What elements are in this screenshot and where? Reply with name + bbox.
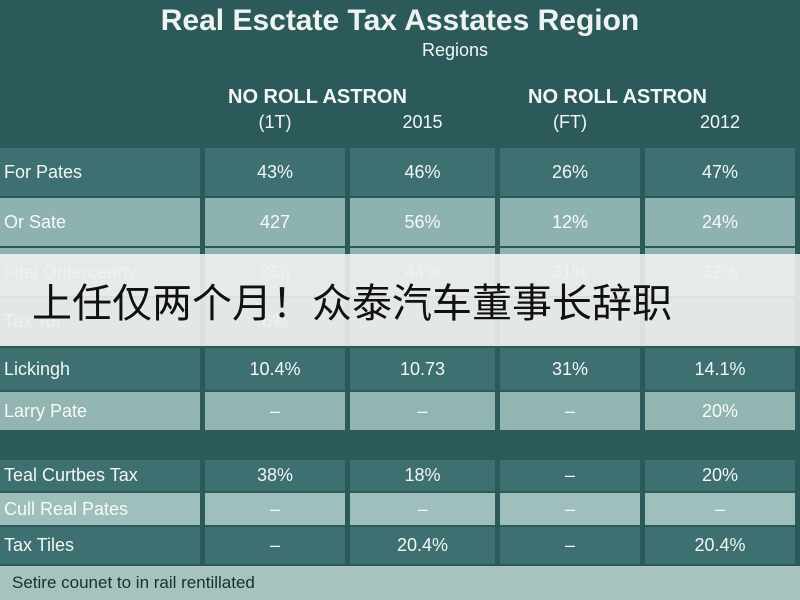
table-cell: 26% <box>500 148 640 196</box>
table-cell: 43% <box>205 148 345 196</box>
column-header: (1T) <box>258 112 292 132</box>
table-cell: 12% <box>500 198 640 246</box>
row-label: Or Sate <box>0 198 200 246</box>
table-cell: 38% <box>205 460 345 491</box>
table-cell: 18% <box>350 460 495 491</box>
row-label: For Pates <box>0 148 200 196</box>
table-cell: – <box>500 527 640 564</box>
table-cell: 56% <box>350 198 495 246</box>
table-cell: 46% <box>350 148 495 196</box>
subtitle: Regions <box>421 40 489 60</box>
row-label: Teal Curtbes Tax <box>0 460 200 491</box>
table-cell: 20% <box>645 460 795 491</box>
row-label: Cull Real Pates <box>0 493 200 525</box>
group-header: NO ROLL ASTRON <box>228 86 407 108</box>
table-cell: – <box>350 493 495 525</box>
table-cell: – <box>205 392 345 430</box>
table-cell: – <box>205 527 345 564</box>
table-cell: 20.4% <box>350 527 495 564</box>
table-cell: – <box>500 460 640 491</box>
table-cell: 47% <box>645 148 795 196</box>
row-label: Lickingh <box>0 348 200 390</box>
column-header: 2012 <box>699 112 741 132</box>
title: Real Esctate Tax Asstates Region <box>160 4 640 37</box>
table-cell: 20.4% <box>645 527 795 564</box>
table-cell: 31% <box>500 348 640 390</box>
table-cell: – <box>350 392 495 430</box>
banner: 上任仅两个月！众泰汽车董事长辞职 <box>0 254 800 346</box>
footer-note: Setire counet to in rail rentillated <box>0 566 800 600</box>
table-cell: 427 <box>205 198 345 246</box>
table-cell: 24% <box>645 198 795 246</box>
table-cell: – <box>205 493 345 525</box>
group-header: NO ROLL ASTRON <box>528 86 707 108</box>
table-cell: 10.73 <box>350 348 495 390</box>
column-header: 2015 <box>402 112 443 132</box>
table-cell: – <box>500 392 640 430</box>
table-cell: 14.1% <box>645 348 795 390</box>
table-cell: – <box>645 493 795 525</box>
row-label: Tax Tiles <box>0 527 200 564</box>
row-label: Larry Pate <box>0 392 200 430</box>
table-cell: 10.4% <box>205 348 345 390</box>
table-cell: – <box>500 493 640 525</box>
column-header: (FT) <box>553 112 587 132</box>
table-cell: 20% <box>645 392 795 430</box>
